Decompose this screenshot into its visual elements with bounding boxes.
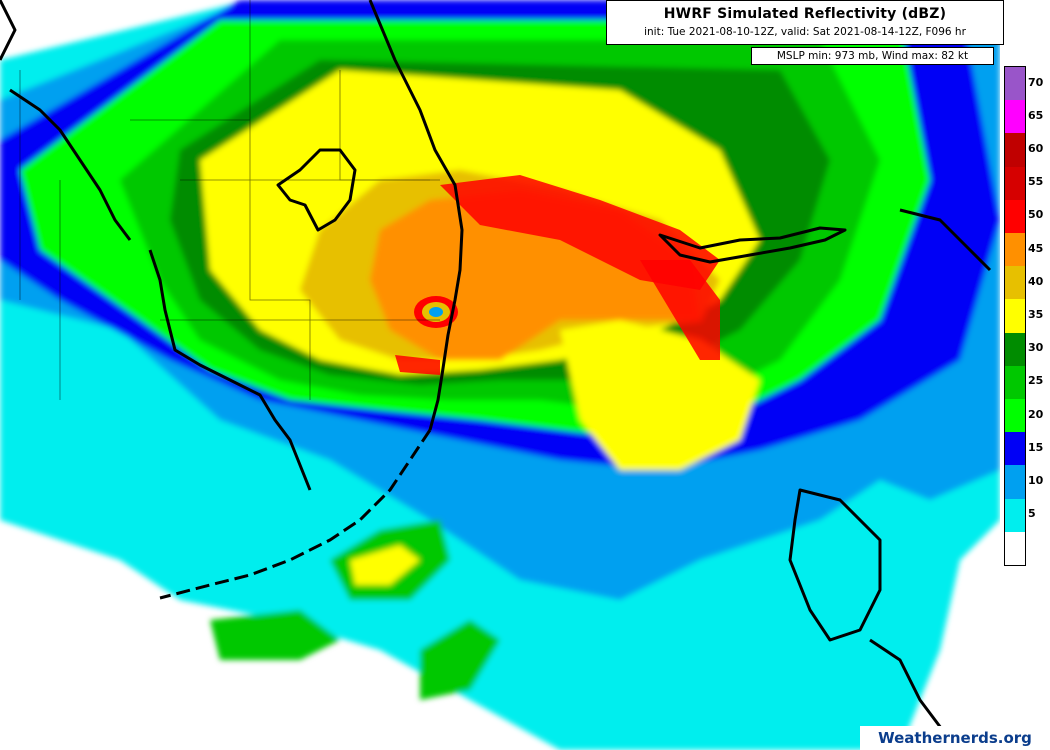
colorbar-label: 40 (1028, 274, 1044, 288)
colorbar-segment (1005, 199, 1025, 233)
colorbar-labels: 5 10 15 20 25 30 35 40 45 50 55 60 65 70 (1028, 66, 1050, 566)
colorbar-label: 25 (1028, 374, 1044, 388)
colorbar-segment (1005, 531, 1025, 565)
colorbar-segment (1005, 365, 1025, 399)
colorbar-label: 70 (1028, 75, 1044, 89)
colorbar-label: 60 (1028, 142, 1044, 155)
map-subtitle: init: Tue 2021-08-10-12Z, valid: Sat 202… (644, 26, 966, 38)
county-lines (19, 0, 440, 400)
colorbar (1004, 66, 1026, 566)
coastlines (0, 0, 992, 741)
colorbar-segment (1005, 67, 1025, 101)
colorbar-label: 50 (1028, 208, 1044, 222)
storm-stats: MSLP min: 973 mb, Wind max: 82 kt (751, 47, 994, 65)
colorbar-segment (1005, 133, 1025, 167)
title-box: HWRF Simulated Reflectivity (dBZ) init: … (606, 0, 1004, 45)
colorbar-label: 65 (1028, 108, 1044, 122)
colorbar-segment (1005, 233, 1025, 267)
colorbar-segment (1005, 432, 1025, 466)
colorbar-segment (1005, 465, 1025, 499)
colorbar-label: 45 (1028, 241, 1044, 255)
colorbar-segment (1005, 266, 1025, 300)
colorbar-label: 15 (1028, 440, 1044, 454)
colorbar-segment (1005, 166, 1025, 200)
map-title: HWRF Simulated Reflectivity (dBZ) (663, 6, 947, 22)
colorbar-segment (1005, 399, 1025, 433)
colorbar-label: 5 (1028, 507, 1036, 521)
colorbar-label: 55 (1028, 175, 1044, 189)
colorbar-label: 30 (1028, 341, 1044, 355)
colorbar-segment (1005, 299, 1025, 333)
colorbar-segment (1005, 332, 1025, 366)
colorbar-segment (1005, 498, 1025, 532)
colorbar-label: 20 (1028, 407, 1044, 421)
colorbar-label: 35 (1028, 308, 1044, 321)
reflectivity-map (0, 0, 1000, 750)
credit-watermark: Weathernerds.org (860, 726, 1050, 750)
colorbar-label: 10 (1028, 474, 1044, 487)
colorbar-segment (1005, 100, 1025, 134)
